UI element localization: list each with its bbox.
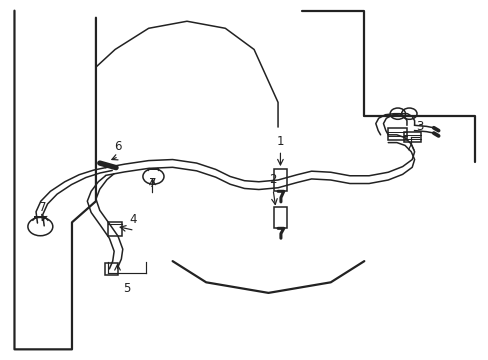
Bar [387,129,407,140]
Text: 2: 2 [269,174,276,186]
Bar [273,168,286,192]
Text: 7: 7 [148,177,156,190]
Text: 3: 3 [415,120,422,133]
Text: 6: 6 [114,140,121,153]
Bar [273,207,286,228]
Text: 1: 1 [276,135,284,148]
Text: 7: 7 [40,201,47,214]
Bar [104,263,118,275]
Bar [108,222,122,237]
Text: 4: 4 [129,213,137,226]
Bar [403,132,420,142]
Text: 5: 5 [123,282,130,295]
